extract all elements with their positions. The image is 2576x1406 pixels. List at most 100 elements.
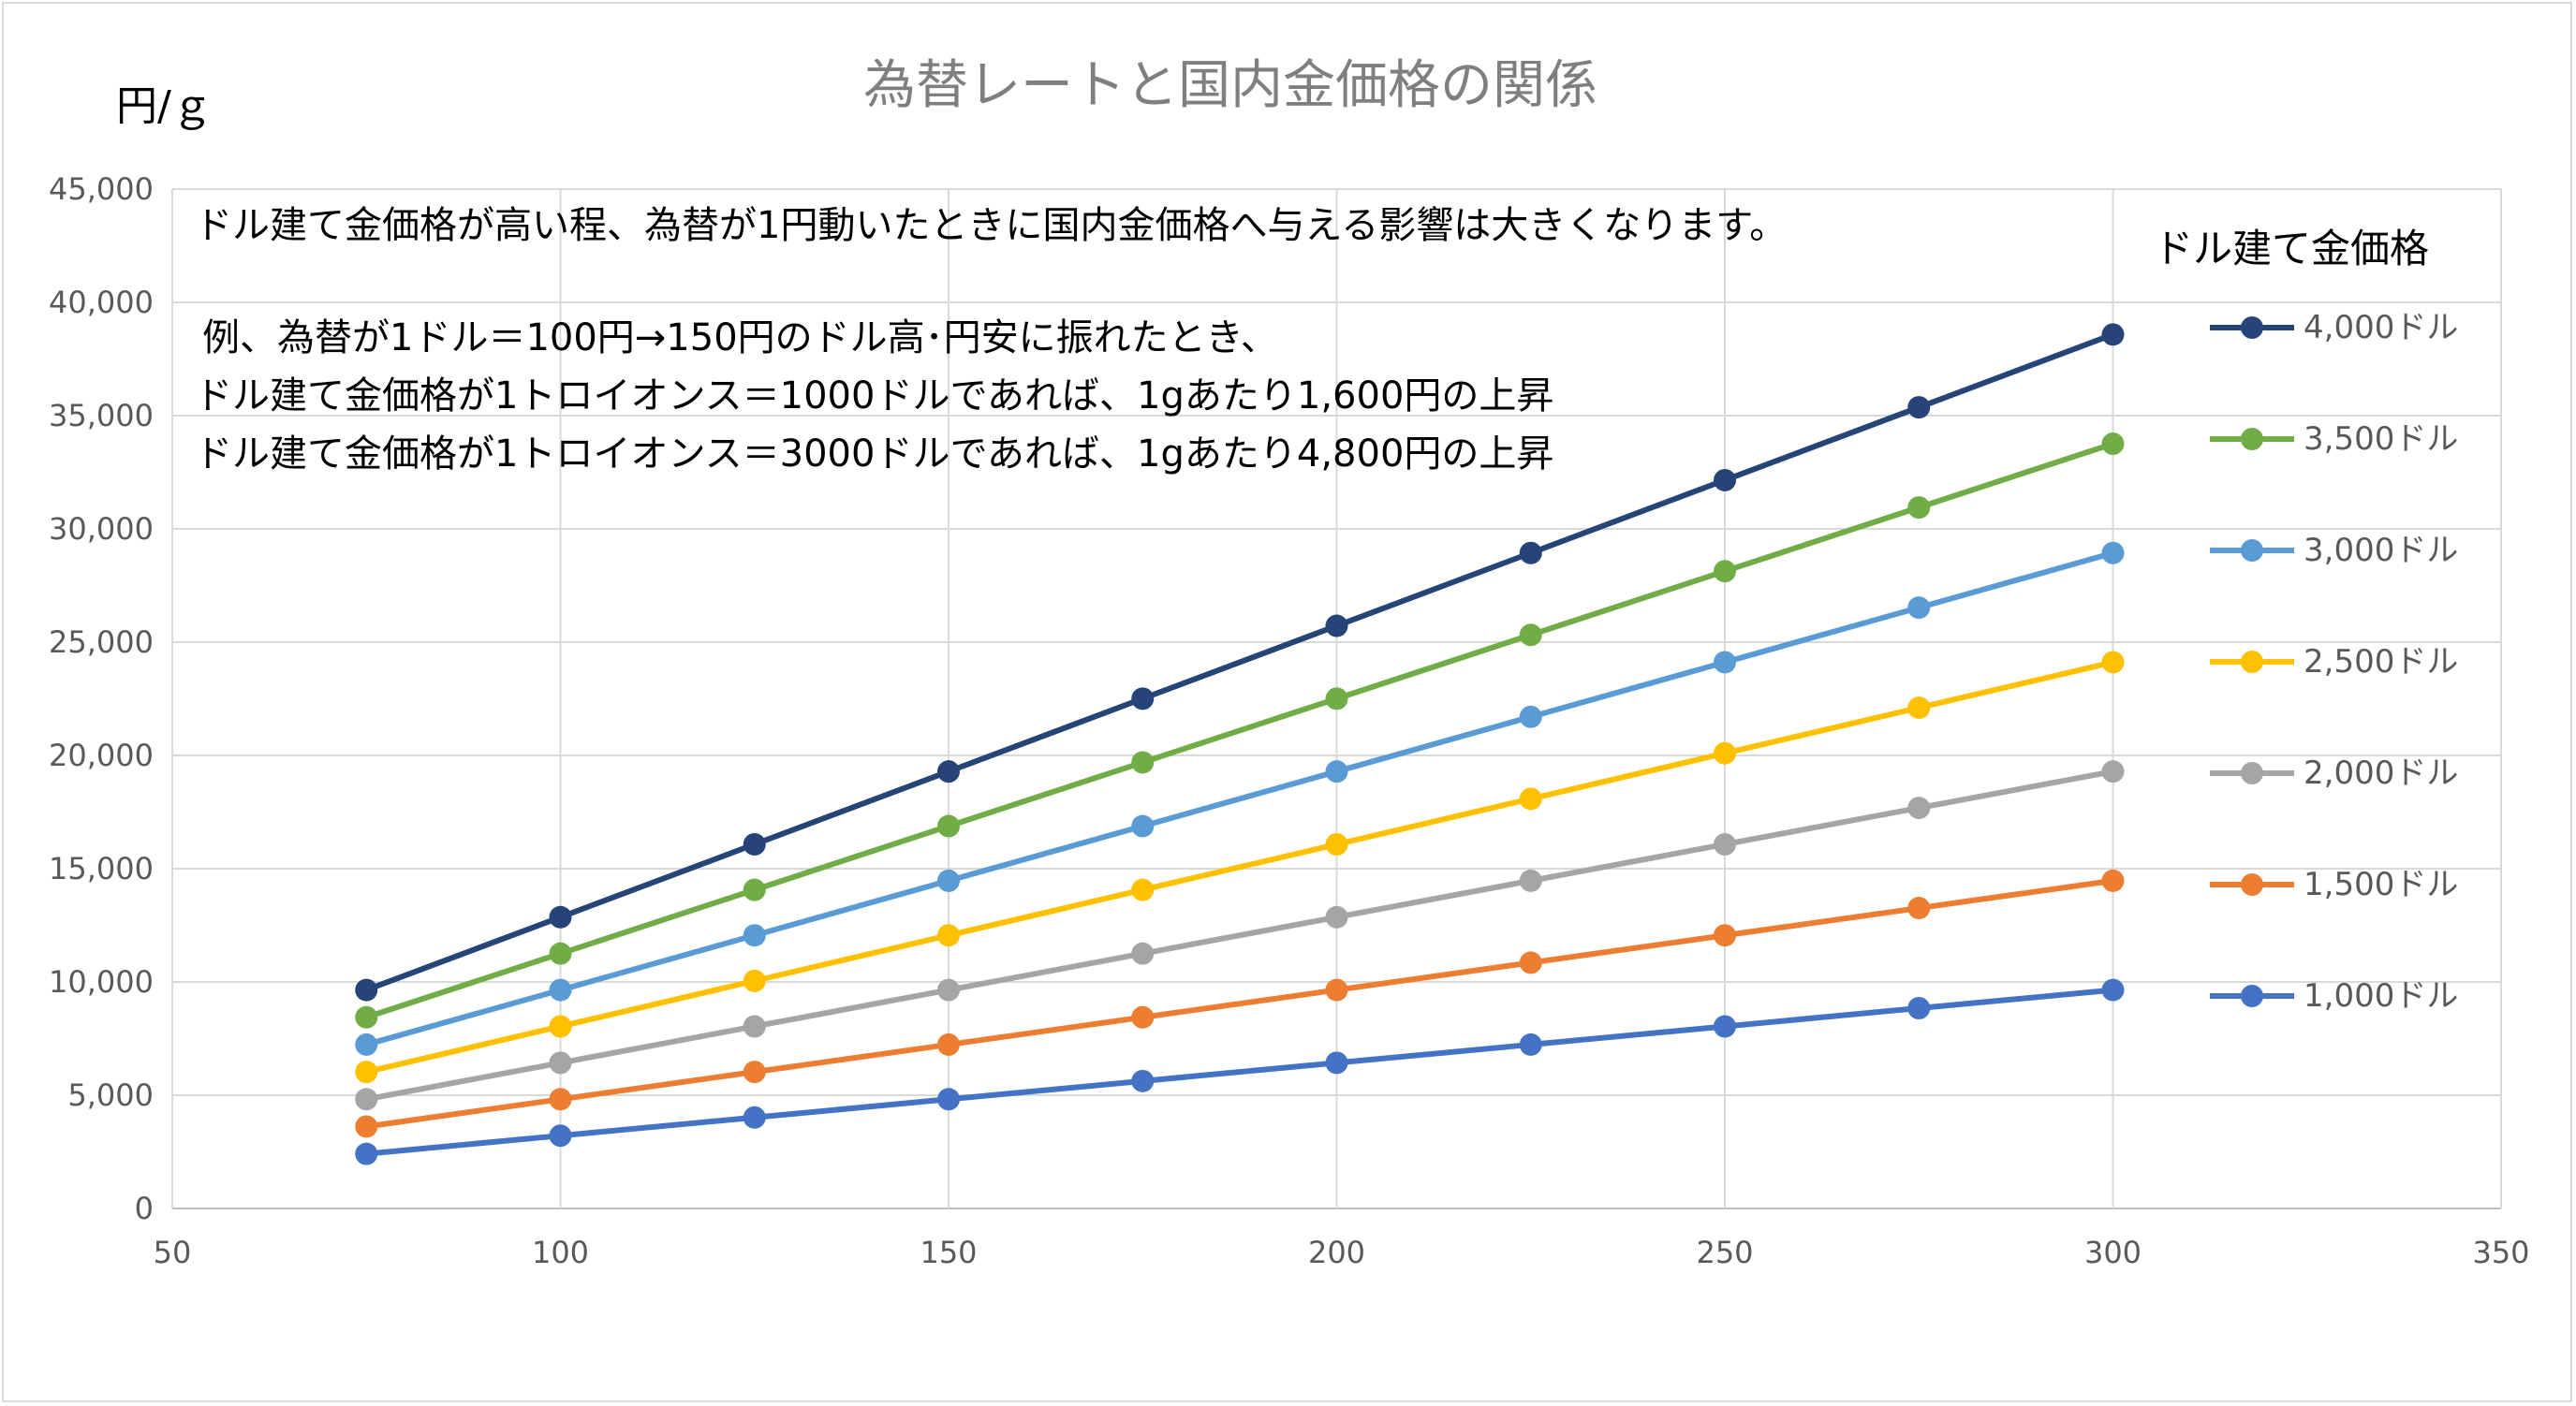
series-layer bbox=[355, 323, 2125, 1165]
legend: 4,000ドル 3,500ドル 3,000ドル 2,500ドル 2,000ドル 1,500… bbox=[2210, 309, 2458, 1015]
data-point bbox=[937, 760, 960, 784]
data-point bbox=[937, 978, 960, 1002]
data-point bbox=[2101, 760, 2125, 784]
annotation-example-line-3: ドル建て金価格が1トロイオンス＝3000ドルであれば、1gあたり4,800円の上… bbox=[195, 432, 1553, 476]
y-tick-label: 10,000 bbox=[49, 964, 154, 1000]
data-point bbox=[1325, 978, 1348, 1002]
data-point bbox=[1714, 924, 1736, 947]
legend-label: 1,500ドル bbox=[2304, 866, 2458, 903]
series-line-3 bbox=[365, 659, 2114, 1076]
data-point bbox=[355, 1115, 378, 1138]
data-point bbox=[1325, 614, 1348, 637]
y-tick-label: 45,000 bbox=[49, 171, 154, 207]
legend-label: 4,000ドル bbox=[2304, 309, 2458, 346]
data-point bbox=[1907, 797, 1931, 820]
y-tick-label: 40,000 bbox=[49, 285, 154, 320]
data-point bbox=[549, 905, 572, 929]
legend-label: 3,000ドル bbox=[2304, 532, 2458, 569]
data-point bbox=[2101, 541, 2125, 564]
y-tick-label: 15,000 bbox=[49, 851, 154, 886]
y-tick-label: 25,000 bbox=[49, 624, 154, 660]
data-point bbox=[1714, 468, 1736, 491]
annotation-summary: ドル建て金価格が高い程、為替が1円動いたときに国内金価格へ与える影響は大きくなり… bbox=[195, 204, 1787, 247]
data-point bbox=[1907, 897, 1931, 920]
data-point bbox=[1131, 1005, 1155, 1029]
legend-label: 2,000ドル bbox=[2304, 754, 2458, 792]
data-point bbox=[743, 1061, 766, 1084]
data-point bbox=[1519, 541, 1542, 564]
data-point bbox=[549, 1088, 572, 1111]
data-point bbox=[1131, 751, 1155, 774]
data-point bbox=[743, 924, 766, 947]
data-point bbox=[743, 878, 766, 901]
legend-title: ドル建て金価格 bbox=[2154, 226, 2429, 271]
data-point bbox=[937, 1033, 960, 1056]
data-point bbox=[1131, 878, 1155, 901]
data-point bbox=[2101, 323, 2125, 346]
data-point bbox=[1907, 596, 1931, 620]
data-point bbox=[743, 1106, 766, 1129]
x-tick-label: 100 bbox=[532, 1235, 589, 1270]
data-point bbox=[937, 814, 960, 838]
axis-layer: 0 5,000 10,000 15,000 20,000 25,000 30,000 35,0… bbox=[49, 171, 2530, 1270]
legend-swatch-marker bbox=[2241, 762, 2263, 784]
data-point bbox=[743, 1015, 766, 1038]
data-point bbox=[1519, 623, 1542, 647]
legend-swatch-marker bbox=[2241, 539, 2263, 562]
data-point bbox=[1325, 1051, 1348, 1075]
data-point bbox=[549, 942, 572, 965]
x-tick-label: 350 bbox=[2472, 1235, 2529, 1270]
data-point bbox=[1714, 560, 1736, 583]
y-tick-label: 35,000 bbox=[49, 398, 154, 433]
data-point bbox=[1131, 1069, 1155, 1092]
data-point bbox=[355, 1061, 378, 1084]
data-point bbox=[549, 1124, 572, 1148]
data-point bbox=[1714, 651, 1736, 674]
data-point bbox=[2101, 869, 2125, 892]
data-point bbox=[1519, 869, 1542, 892]
data-point bbox=[1325, 905, 1348, 929]
data-point bbox=[1131, 687, 1155, 710]
series-line-5 bbox=[365, 877, 2113, 1130]
data-point bbox=[1325, 832, 1348, 856]
data-point bbox=[1714, 1015, 1736, 1038]
data-point bbox=[1907, 496, 1931, 520]
data-point bbox=[937, 869, 960, 892]
legend-swatch-marker bbox=[2241, 873, 2263, 896]
x-tick-label: 150 bbox=[920, 1235, 977, 1270]
data-point bbox=[549, 1015, 572, 1038]
annotation-example-line-2: ドル建て金価格が1トロイオンス＝1000ドルであれば、1gあたり1,600円の上… bbox=[195, 374, 1553, 417]
y-tick-label: 30,000 bbox=[49, 511, 154, 547]
data-point bbox=[2101, 432, 2125, 456]
chart-svg: 0 5,000 10,000 15,000 20,000 25,000 30,000 35,0… bbox=[49, 55, 2530, 1270]
legend-swatch-marker bbox=[2241, 316, 2263, 339]
data-point bbox=[1519, 951, 1542, 974]
series-line-1 bbox=[365, 441, 2114, 1020]
data-point bbox=[549, 1051, 572, 1075]
legend-label: 3,500ドル bbox=[2304, 420, 2458, 458]
legend-label: 2,500ドル bbox=[2304, 643, 2458, 681]
data-point bbox=[743, 832, 766, 856]
data-point bbox=[1325, 760, 1348, 784]
chart-title: 為替レートと国内金価格の関係 bbox=[863, 55, 1597, 116]
legend-swatch-marker bbox=[2241, 428, 2263, 450]
data-point bbox=[2101, 651, 2125, 674]
data-point bbox=[937, 924, 960, 947]
data-point bbox=[355, 1142, 378, 1165]
data-point bbox=[355, 1005, 378, 1029]
data-point bbox=[1907, 997, 1931, 1020]
series-line-4 bbox=[365, 769, 2114, 1103]
data-point bbox=[355, 1033, 378, 1056]
y-axis-unit-label: 円/ｇ bbox=[116, 82, 213, 130]
data-point bbox=[1519, 705, 1542, 728]
data-point bbox=[355, 1088, 378, 1111]
legend-swatch-marker bbox=[2241, 985, 2263, 1007]
data-point bbox=[1131, 942, 1155, 965]
x-tick-label: 250 bbox=[1696, 1235, 1753, 1270]
series-line-2 bbox=[365, 549, 2114, 1047]
data-point bbox=[1519, 787, 1542, 811]
legend-label: 1,000ドル bbox=[2304, 977, 2458, 1015]
data-point bbox=[1907, 696, 1931, 720]
legend-swatch-marker bbox=[2241, 651, 2263, 673]
x-tick-label: 200 bbox=[1308, 1235, 1365, 1270]
